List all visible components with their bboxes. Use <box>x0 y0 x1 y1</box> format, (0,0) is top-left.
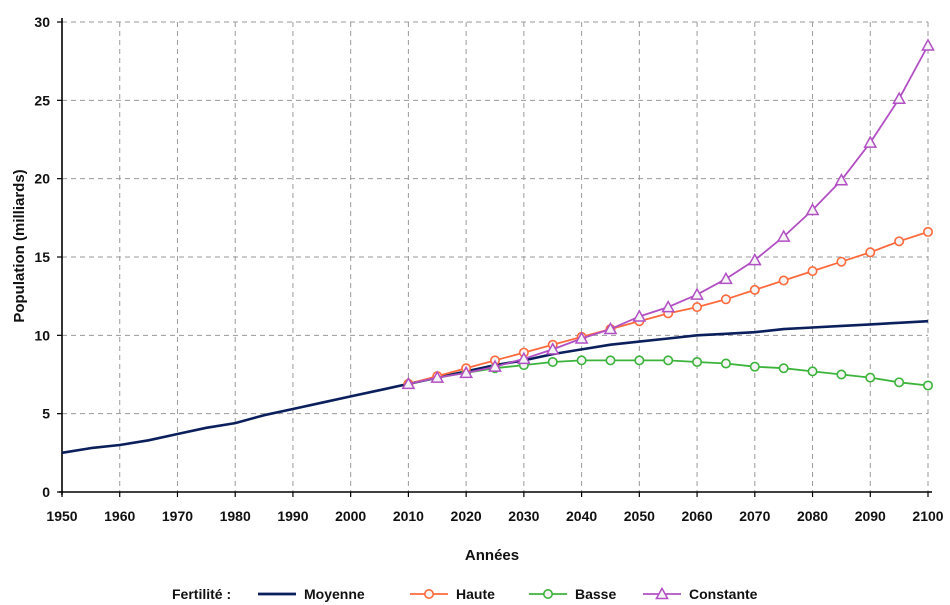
legend-label-moyenne: Moyenne <box>304 586 365 602</box>
point-constante-2020 <box>459 365 474 379</box>
series-line-constante <box>408 45 929 385</box>
y-axis-title: Population (milliards) <box>11 169 28 322</box>
point-basse-2075 <box>778 363 789 374</box>
y-tick-label-15: 15 <box>34 249 50 265</box>
point-constante-2045 <box>603 321 618 335</box>
point-basse-2070 <box>749 361 760 372</box>
point-basse-2095 <box>894 377 905 388</box>
x-tick-label-2100: 2100 <box>912 508 943 524</box>
x-tick-label-1970: 1970 <box>162 508 193 524</box>
x-tick-label-2050: 2050 <box>624 508 655 524</box>
x-tick-label-2020: 2020 <box>451 508 482 524</box>
point-constante-2090 <box>863 135 878 148</box>
point-constante-2080 <box>805 202 820 216</box>
tick-labels: 1950 1960 1970 1980 1990 2000 2010 2020 2030 2040… <box>34 14 943 524</box>
x-tick-label-1950: 1950 <box>46 508 77 524</box>
point-basse-2090 <box>865 372 876 383</box>
series-moyenne <box>61 319 929 455</box>
x-tick-label-2080: 2080 <box>797 508 828 524</box>
point-basse-2055 <box>663 355 674 366</box>
point-haute-2085 <box>836 256 847 267</box>
point-basse-2060 <box>692 356 703 367</box>
y-tick-label-0: 0 <box>42 484 50 500</box>
x-tick-label-2000: 2000 <box>335 508 366 524</box>
point-haute-2075 <box>778 275 789 286</box>
point-constante-2060 <box>690 287 704 300</box>
y-tick-label-25: 25 <box>34 92 50 108</box>
x-tick-label-1960: 1960 <box>104 508 135 524</box>
x-tick-label-2040: 2040 <box>566 508 597 524</box>
point-haute-2080 <box>807 266 818 277</box>
legend-label-constante: Constante <box>689 586 758 602</box>
x-tick-label-1980: 1980 <box>220 508 251 524</box>
x-tick-label-2030: 2030 <box>508 508 539 524</box>
point-constante-2025 <box>488 359 502 372</box>
point-haute-2070 <box>749 284 760 295</box>
point-constante-2030 <box>516 351 531 365</box>
point-haute-2065 <box>720 294 731 305</box>
point-haute-2100 <box>922 226 933 237</box>
y-tick-label-5: 5 <box>42 406 50 422</box>
point-basse-2045 <box>605 355 616 366</box>
point-basse-2100 <box>922 380 933 391</box>
point-constante-2075 <box>776 229 791 242</box>
legend-label-basse: Basse <box>575 586 616 602</box>
point-haute-2090 <box>865 247 876 258</box>
point-haute-2095 <box>894 236 905 247</box>
y-tick-label-20: 20 <box>34 171 50 187</box>
axes <box>57 18 932 497</box>
legend-marker-haute <box>423 588 434 599</box>
x-tick-label-2070: 2070 <box>739 508 770 524</box>
point-basse-2040 <box>576 355 587 366</box>
point-constante-2035 <box>545 342 560 355</box>
point-basse-2065 <box>720 358 731 369</box>
legend-marker-constante <box>655 586 669 600</box>
legend: Fertilité : Moyenne Haute Basse Constante <box>172 586 758 602</box>
point-constante-2055 <box>661 299 676 313</box>
point-haute-2060 <box>692 302 703 313</box>
grid <box>62 21 929 492</box>
y-tick-label-30: 30 <box>34 14 50 30</box>
point-constante-2095 <box>892 91 907 104</box>
point-constante-2015 <box>430 370 445 383</box>
legend-marker-basse <box>542 588 553 599</box>
series-lines <box>61 38 935 455</box>
point-constante-2100 <box>921 38 935 51</box>
x-tick-label-2090: 2090 <box>855 508 886 524</box>
point-constante-2070 <box>747 252 762 266</box>
point-constante-2085 <box>834 173 849 186</box>
point-constante-2050 <box>632 309 647 322</box>
x-axis-title: Années <box>465 547 519 564</box>
point-basse-2085 <box>836 369 847 380</box>
point-basse-2080 <box>807 366 818 377</box>
y-tick-label-10: 10 <box>34 327 50 343</box>
series-basse <box>403 355 933 391</box>
x-tick-label-1990: 1990 <box>277 508 308 524</box>
series-constante <box>401 38 935 390</box>
legend-title: Fertilité : <box>172 586 231 602</box>
point-constante-2010 <box>401 376 416 390</box>
x-tick-label-2010: 2010 <box>393 508 424 524</box>
x-tick-label-2060: 2060 <box>681 508 712 524</box>
point-basse-2035 <box>547 356 558 367</box>
legend-label-haute: Haute <box>456 586 495 602</box>
point-constante-2065 <box>719 271 733 285</box>
point-constante-2040 <box>574 331 589 344</box>
series-line-moyenne <box>61 319 929 455</box>
point-basse-2050 <box>634 355 645 366</box>
